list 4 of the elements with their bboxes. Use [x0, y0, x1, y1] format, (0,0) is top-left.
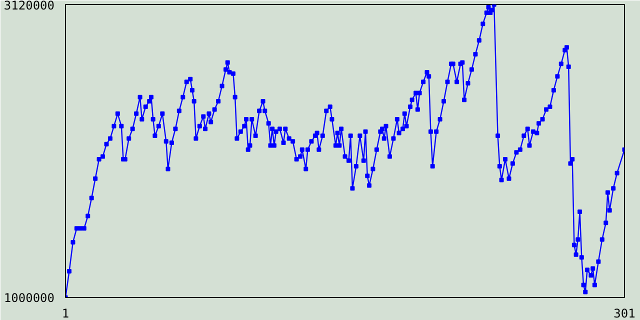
x-tick-label: 301: [614, 306, 636, 320]
y-tick-label: 3120000: [4, 0, 55, 12]
y-tick-label: 1000000: [4, 291, 55, 305]
x-tick-label: 1: [62, 306, 70, 320]
